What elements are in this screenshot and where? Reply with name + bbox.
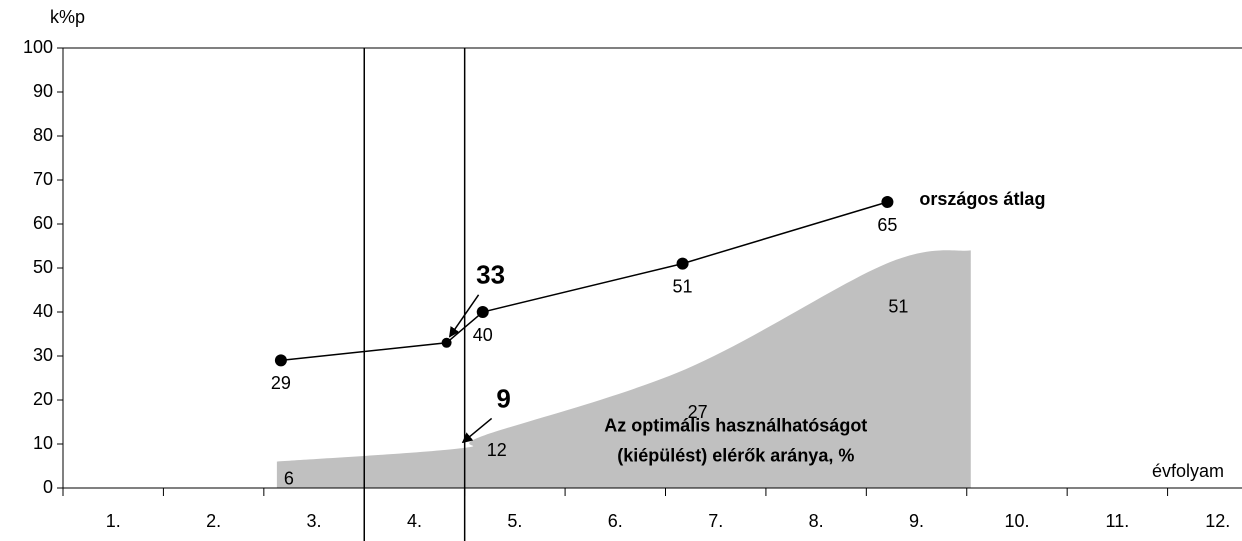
y-tick-label: 50: [33, 257, 53, 277]
area-name: Az optimális használhatóságot (kiépülést)…: [604, 415, 867, 465]
x-tick-label: 10.: [1004, 511, 1029, 531]
y-tick-label: 0: [43, 477, 53, 497]
area: [276, 250, 971, 488]
point: [274, 354, 287, 367]
y-tick-label: 90: [33, 81, 53, 101]
x-tick-label: 9.: [909, 511, 924, 531]
x-tick-label: 8.: [809, 511, 824, 531]
data-label: 51: [673, 276, 693, 296]
y-tick-label: 10: [33, 433, 53, 453]
x-tick-label: 6.: [608, 511, 623, 531]
point: [441, 337, 452, 348]
data-label: 6: [284, 468, 294, 488]
x-tick-label: 7.: [708, 511, 723, 531]
data-label: 40: [473, 325, 493, 345]
area-name-line: (kiépülést) elérők aránya, %: [617, 445, 854, 465]
point: [881, 196, 894, 208]
y-tick-label: 100: [23, 37, 53, 57]
data-label: 27: [688, 402, 708, 422]
y-tick-label: 70: [33, 169, 53, 189]
y-tick-label: 30: [33, 345, 53, 365]
data-label: 29: [271, 373, 291, 393]
data-label: 12: [487, 440, 507, 460]
annotation-arrow: [448, 294, 480, 338]
y-axis-label: k%p: [50, 7, 85, 27]
x-tick-label: 11.: [1106, 511, 1130, 531]
annotation: 33: [476, 260, 505, 290]
series-name: országos átlag: [919, 189, 1045, 209]
data-label: 65: [877, 215, 897, 235]
data-label: 51: [888, 296, 908, 316]
annotation: 9: [496, 383, 510, 413]
x-tick-label: 5.: [507, 511, 522, 531]
area-name-line: Az optimális használhatóságot: [604, 415, 867, 435]
x-tick-label: 2.: [206, 511, 221, 531]
point: [676, 257, 689, 270]
x-axis-label: évfolyam: [1152, 461, 1224, 481]
y-tick-label: 80: [33, 125, 53, 145]
x-tick-label: 4.: [407, 511, 422, 531]
annotation-arrow: [461, 417, 493, 444]
x-tick-label: 3.: [307, 511, 322, 531]
x-tick-label: 1.: [106, 511, 121, 531]
x-tick-label: 12.: [1205, 511, 1230, 531]
y-tick-label: 40: [33, 301, 53, 321]
y-tick-label: 60: [33, 213, 53, 233]
point: [476, 306, 489, 318]
y-tick-label: 20: [33, 389, 53, 409]
